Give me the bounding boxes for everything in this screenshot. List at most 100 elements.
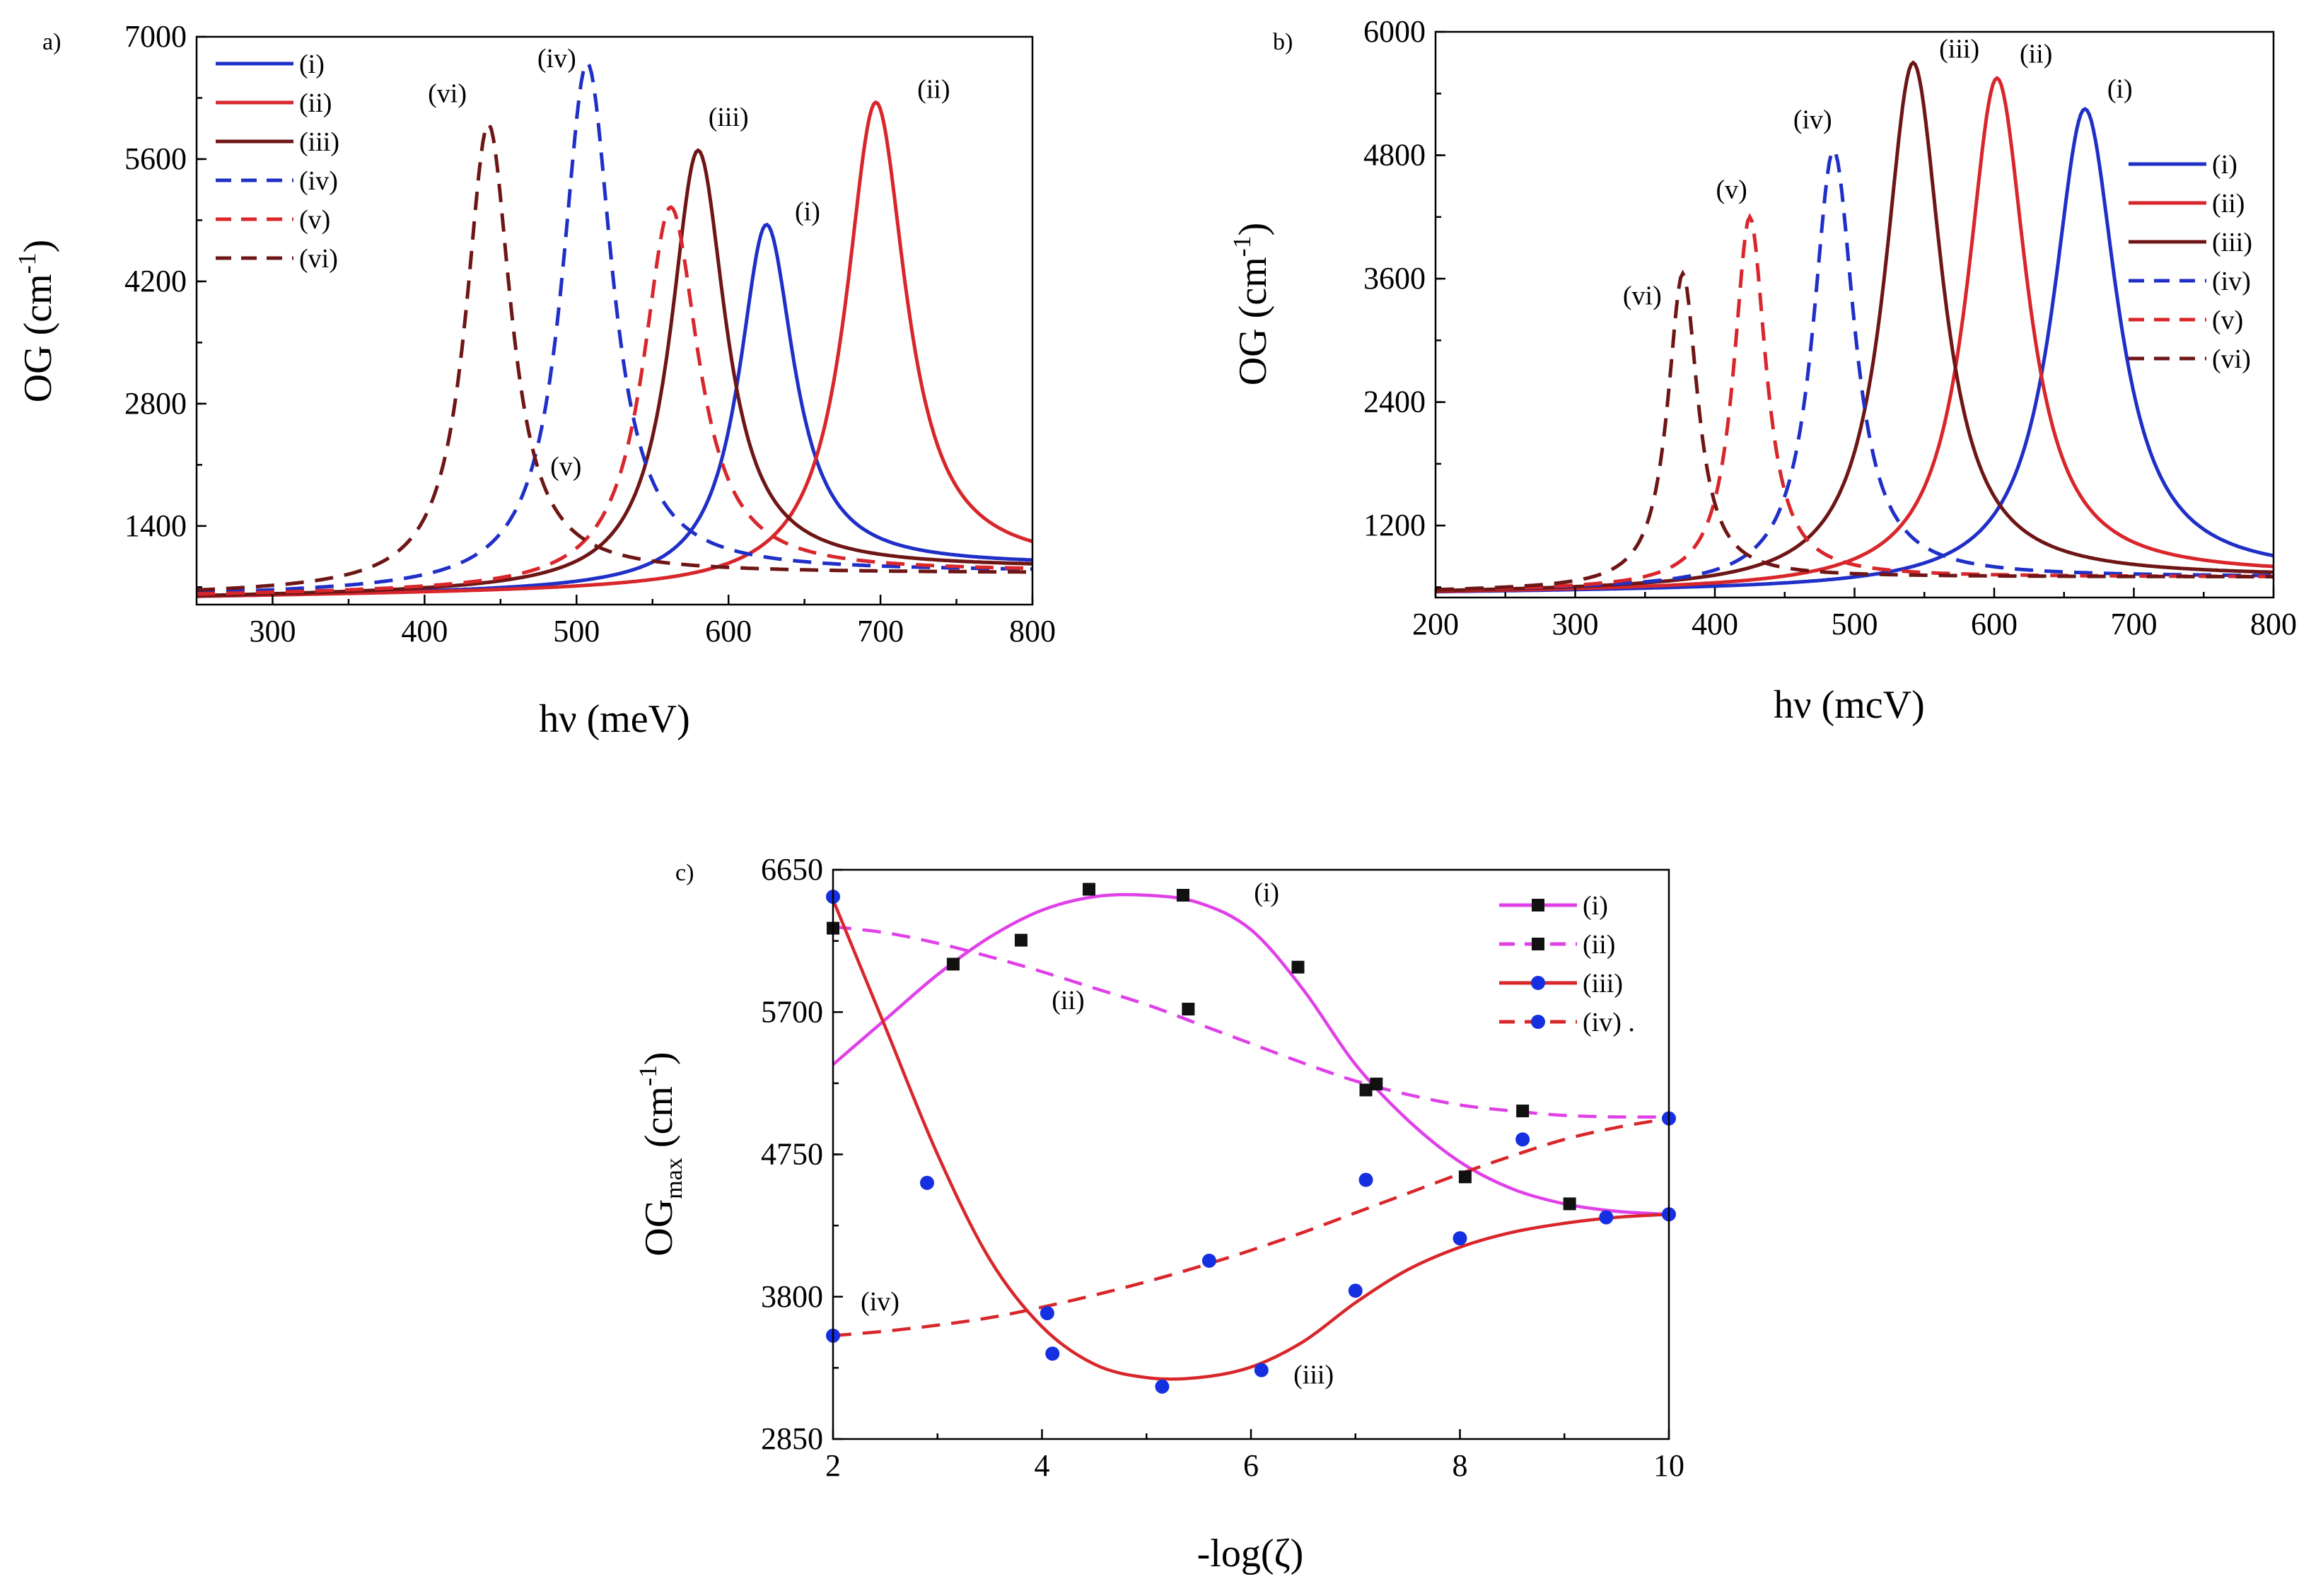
data-point-square <box>1359 1083 1373 1097</box>
legend-label: (iii) <box>1583 969 1623 998</box>
curve-annotation: (i) <box>1254 878 1279 907</box>
x-tick-label: 4 <box>1035 1448 1050 1483</box>
curve-annotation: (iii) <box>1939 34 1979 64</box>
curve-annotation: (vi) <box>1623 281 1662 310</box>
data-point-square <box>1291 960 1305 974</box>
panel-b-annotations: (vi) (v) (iv) (iii) (ii) (i) <box>1623 34 2133 310</box>
legend-label: (v) <box>299 205 330 235</box>
data-point-circle <box>1045 1346 1060 1361</box>
legend-label: (iii) <box>2212 228 2252 257</box>
panel-a-legend: (i) (ii) (iii) (iv) (v) (vi) <box>216 49 339 274</box>
curve-annotation: (v) <box>1716 175 1747 205</box>
x-tick-label: 600 <box>705 614 752 648</box>
panel-c-x-axis-title: -log(ζ) <box>1197 1532 1304 1575</box>
curve-annotation: (i) <box>2107 74 2133 104</box>
y-tick-label: 4200 <box>124 264 187 298</box>
x-tick-label: 700 <box>2111 607 2158 641</box>
y-tick-label: 1200 <box>1363 508 1426 542</box>
y-tick-label: 6000 <box>1363 14 1426 49</box>
x-tick-label: 400 <box>401 614 448 648</box>
y-tick-label: 5700 <box>761 994 823 1029</box>
panel-c-legend: (i) (ii) (iii) (iv) . <box>1499 891 1635 1037</box>
panel-a-y-title-close: ) <box>16 240 60 253</box>
panel-a-y-title-sup: -1 <box>13 252 41 274</box>
y-tick-label: 4800 <box>1363 138 1426 173</box>
series-line-5 <box>197 204 1033 596</box>
curve-annotation: (iv) <box>861 1287 900 1317</box>
panel-b-y-title-main: OG (cm <box>1231 257 1275 385</box>
panel-a-annotations: (vi) (iv) (iii) (ii) (i) (v) <box>428 44 950 482</box>
svg-text:OG (cm-1): OG (cm-1) <box>13 240 60 403</box>
y-tick-label: 2850 <box>761 1421 823 1456</box>
curve-annotation: (ii) <box>917 74 950 104</box>
y-tick-label: 5600 <box>124 141 187 176</box>
x-tick-label: 400 <box>1692 607 1738 641</box>
fit-line-3 <box>831 899 1670 1381</box>
fit-line-1 <box>832 892 1670 1216</box>
y-tick-label: 4750 <box>761 1137 823 1172</box>
legend-label: (vi) <box>2212 344 2251 374</box>
x-tick-label: 500 <box>1832 607 1878 641</box>
panel-a-x-axis-title: hν (meV) <box>539 697 689 741</box>
legend-label: (ii) <box>1583 930 1615 960</box>
data-point-square <box>1082 883 1095 896</box>
data-point-circle <box>919 1175 934 1190</box>
data-point-square <box>1370 1077 1383 1090</box>
panel-b-legend: (i) (ii) (iii) (iv) (v) (vi) <box>2129 150 2252 374</box>
series-line-2 <box>197 100 1033 598</box>
data-point-square <box>1014 933 1028 947</box>
data-point-circle <box>1358 1172 1373 1187</box>
data-point-circle <box>1515 1132 1530 1147</box>
data-point-circle <box>1254 1363 1269 1377</box>
x-tick-label: 300 <box>249 614 296 648</box>
x-tick-label: 600 <box>1971 607 2018 641</box>
legend-label: (iv) . <box>1583 1008 1635 1037</box>
panel-c-ticks: 2 4 6 8 10 2850 3800 4750 5700 6650 <box>761 852 1684 1483</box>
data-point-circle <box>1348 1283 1363 1298</box>
legend-marker <box>1532 899 1544 911</box>
panel-c-y-title-rest: (cm <box>637 1086 681 1158</box>
panel-c-series-group <box>826 883 1676 1394</box>
y-tick-label: 1400 <box>124 508 187 543</box>
panel-a-ticks: 300 400 500 600 700 800 1400 2800 4200 5600 7000 <box>124 19 1056 648</box>
series-line-6 <box>196 122 1032 592</box>
curve-annotation: (ii) <box>2020 40 2052 69</box>
svg-text:OGmax (cm-1): OGmax (cm-1) <box>634 1052 687 1256</box>
legend-marker <box>1531 976 1545 990</box>
x-tick-label: 10 <box>1653 1448 1684 1483</box>
panel-c-y-title-close: ) <box>637 1052 681 1065</box>
panel-c-y-title-sup: -1 <box>634 1065 662 1086</box>
panel-c-annotations: (i) (ii) (iv) (iii) <box>861 878 1334 1390</box>
legend-label: (i) <box>299 49 325 79</box>
panel-c-y-title-sub: max <box>661 1158 687 1199</box>
data-point-circle <box>1201 1253 1216 1268</box>
data-point-square <box>1563 1197 1576 1211</box>
data-point-square <box>946 957 960 971</box>
legend-marker <box>1532 938 1544 950</box>
panel-a-series-group <box>196 60 1033 598</box>
series-line-4 <box>1435 146 2274 592</box>
x-tick-label: 700 <box>857 614 904 648</box>
y-tick-label: 2800 <box>124 386 187 421</box>
y-tick-label: 2400 <box>1363 385 1426 419</box>
panel-a-label: a) <box>42 29 61 55</box>
panel-b-chart: b) 200 300 400 500 600 700 800 1200 2400 3600 4800… <box>1228 14 2297 727</box>
x-tick-label: 500 <box>553 614 600 648</box>
curve-annotation: (v) <box>550 452 581 482</box>
legend-label: (i) <box>1583 891 1608 921</box>
data-point-square <box>1176 889 1189 902</box>
data-point-circle <box>1040 1306 1054 1321</box>
fit-line-4 <box>832 1117 1670 1338</box>
legend-label: (ii) <box>299 88 332 118</box>
series-line-3 <box>1435 60 2274 593</box>
panel-b-label: b) <box>1273 29 1293 55</box>
x-tick-label: 200 <box>1412 607 1459 641</box>
data-point-circle <box>1453 1231 1467 1246</box>
x-tick-label: 800 <box>1009 614 1056 648</box>
legend-label: (vi) <box>299 244 338 274</box>
legend-label: (ii) <box>2212 189 2245 219</box>
x-tick-label: 6 <box>1243 1448 1259 1483</box>
panel-c-y-axis-title: OGmax (cm-1) <box>634 1052 687 1256</box>
curve-annotation: (ii) <box>1052 986 1084 1015</box>
